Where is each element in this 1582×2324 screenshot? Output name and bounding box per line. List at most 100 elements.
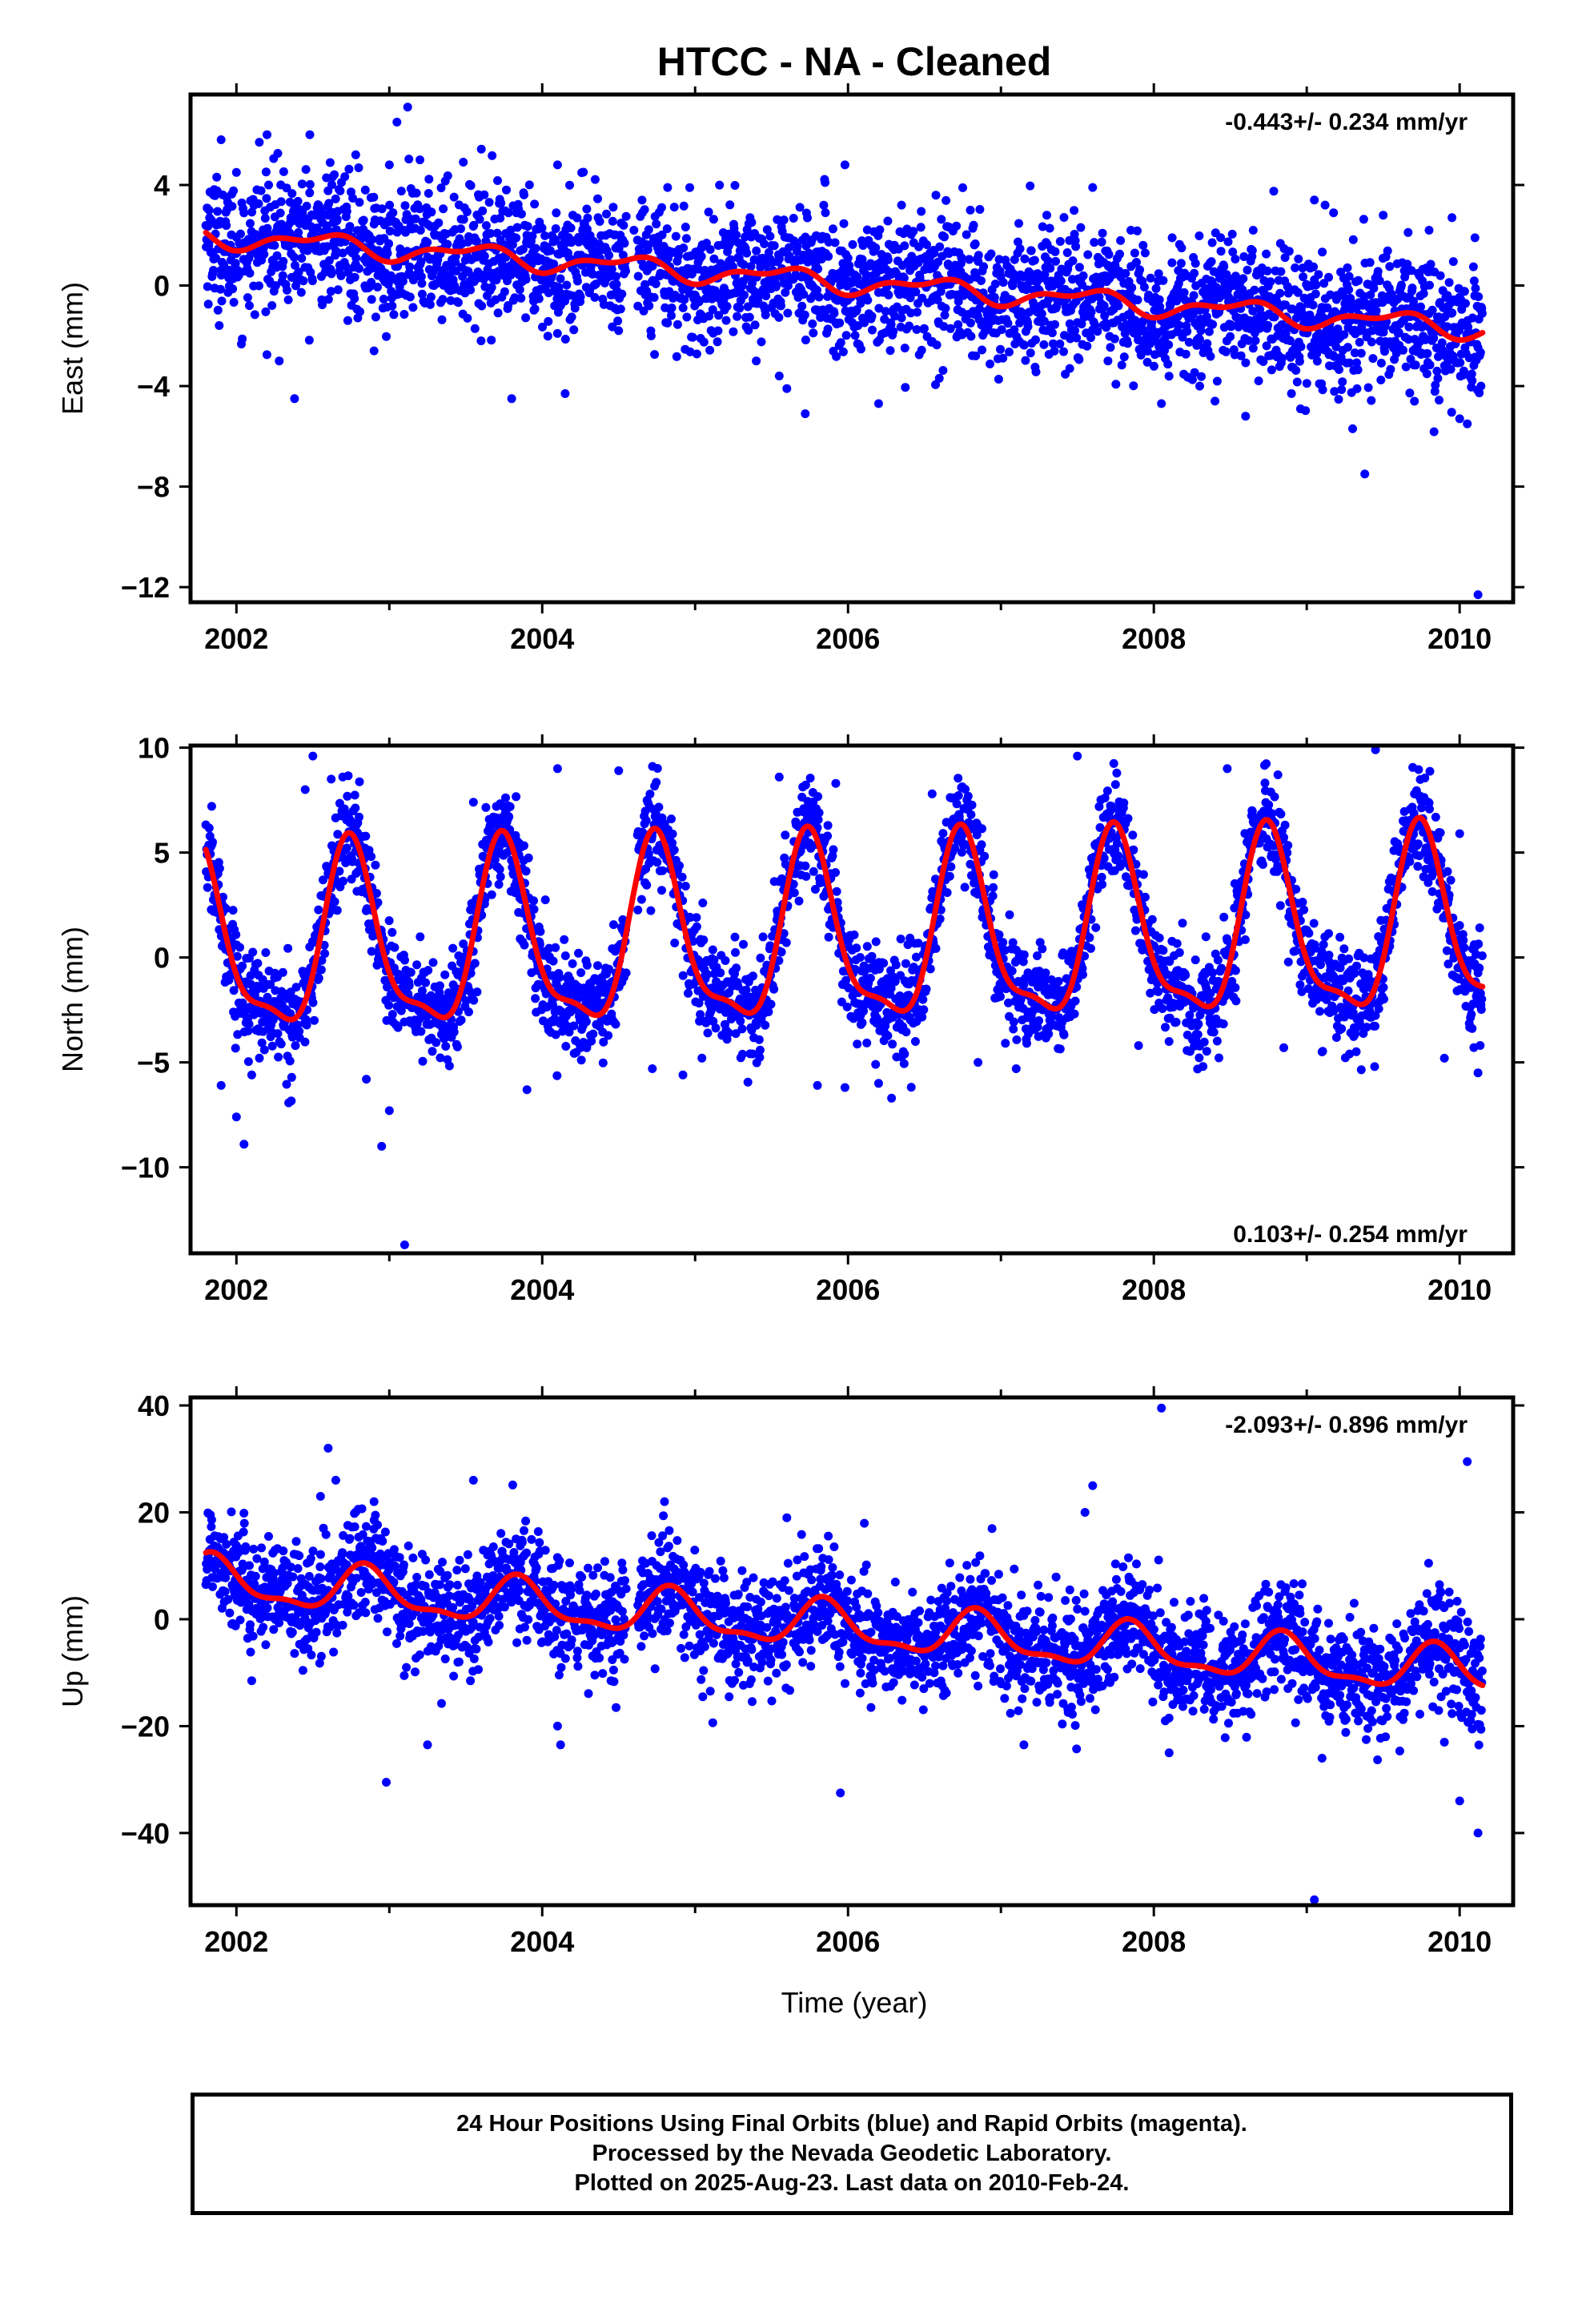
data-point bbox=[1425, 280, 1434, 290]
data-point bbox=[672, 352, 681, 361]
data-point bbox=[566, 223, 576, 233]
data-point bbox=[871, 1059, 881, 1069]
data-point bbox=[516, 209, 526, 219]
data-point bbox=[913, 939, 923, 948]
data-point bbox=[1071, 242, 1081, 251]
data-point-outlier bbox=[209, 191, 219, 199]
data-point bbox=[836, 338, 845, 348]
data-point bbox=[1344, 285, 1354, 295]
data-point-outlier bbox=[1241, 412, 1251, 421]
data-point bbox=[582, 960, 592, 970]
data-point bbox=[913, 308, 921, 317]
data-point bbox=[383, 248, 392, 258]
data-point bbox=[239, 208, 249, 218]
data-point bbox=[969, 220, 978, 230]
data-point bbox=[1284, 247, 1294, 256]
data-point bbox=[235, 943, 244, 952]
data-point bbox=[1140, 248, 1150, 258]
data-point bbox=[769, 241, 779, 251]
data-point bbox=[1254, 376, 1263, 386]
data-point bbox=[1380, 347, 1389, 356]
data-point bbox=[1045, 223, 1054, 233]
data-point bbox=[552, 328, 562, 338]
data-point bbox=[203, 883, 212, 892]
data-point bbox=[867, 312, 877, 321]
data-point bbox=[301, 165, 311, 175]
data-point bbox=[813, 792, 823, 802]
data-point bbox=[868, 325, 877, 335]
data-point bbox=[611, 1019, 620, 1029]
data-point-outlier bbox=[1088, 183, 1098, 192]
data-point bbox=[267, 301, 277, 310]
data-point bbox=[297, 179, 307, 189]
data-point bbox=[819, 200, 829, 210]
data-point bbox=[332, 215, 342, 224]
data-point bbox=[857, 1018, 867, 1027]
data-point bbox=[863, 296, 873, 305]
data-point bbox=[1197, 372, 1206, 381]
data-point bbox=[772, 280, 781, 290]
data-point bbox=[248, 947, 258, 957]
data-point bbox=[243, 1057, 253, 1067]
data-point bbox=[1425, 360, 1435, 370]
data-point bbox=[946, 862, 956, 871]
data-point bbox=[1051, 256, 1060, 266]
data-point bbox=[737, 1024, 747, 1034]
data-point bbox=[343, 316, 352, 325]
data-point bbox=[1164, 340, 1174, 349]
data-point bbox=[824, 932, 833, 942]
data-point bbox=[323, 295, 333, 304]
data-point bbox=[406, 967, 416, 977]
data-point bbox=[1476, 348, 1485, 357]
data-point bbox=[1403, 227, 1413, 237]
data-point bbox=[351, 253, 361, 263]
data-point bbox=[1083, 250, 1093, 259]
data-point bbox=[952, 221, 962, 231]
data-point bbox=[990, 292, 999, 302]
data-point bbox=[1359, 215, 1368, 224]
data-point bbox=[255, 281, 263, 291]
data-point bbox=[989, 883, 998, 892]
data-point bbox=[416, 226, 425, 235]
data-point bbox=[326, 287, 335, 296]
data-point bbox=[977, 840, 986, 850]
data-point bbox=[238, 961, 247, 971]
data-point bbox=[523, 222, 532, 231]
data-point bbox=[756, 953, 765, 963]
data-point bbox=[832, 887, 841, 896]
data-point bbox=[524, 853, 533, 862]
data-point bbox=[1291, 263, 1300, 272]
data-point bbox=[1343, 343, 1352, 352]
data-point bbox=[1076, 223, 1086, 232]
data-point bbox=[551, 235, 560, 244]
data-point bbox=[1356, 348, 1366, 358]
data-point bbox=[531, 994, 540, 1003]
data-point bbox=[967, 800, 977, 810]
data-point bbox=[481, 802, 491, 812]
data-point bbox=[883, 1031, 893, 1040]
data-point bbox=[604, 1031, 613, 1040]
data-point bbox=[1302, 379, 1311, 388]
data-point bbox=[324, 199, 334, 208]
data-point bbox=[282, 183, 291, 193]
data-point bbox=[680, 295, 689, 304]
data-point bbox=[521, 866, 531, 876]
data-point bbox=[1369, 283, 1379, 293]
data-point bbox=[247, 207, 257, 217]
data-point bbox=[385, 227, 395, 236]
data-point bbox=[990, 279, 1000, 289]
data-point bbox=[1082, 341, 1092, 351]
data-point bbox=[917, 207, 926, 216]
data-point bbox=[570, 304, 580, 313]
data-point bbox=[652, 764, 662, 773]
data-point bbox=[711, 1023, 721, 1033]
data-point bbox=[1023, 322, 1033, 332]
data-point bbox=[273, 149, 283, 158]
data-point bbox=[530, 304, 540, 314]
data-point-outlier bbox=[1310, 195, 1319, 205]
data-point bbox=[500, 287, 509, 296]
data-point bbox=[667, 814, 676, 824]
data-point bbox=[390, 943, 400, 952]
data-point bbox=[1151, 283, 1161, 293]
data-point bbox=[730, 932, 740, 942]
